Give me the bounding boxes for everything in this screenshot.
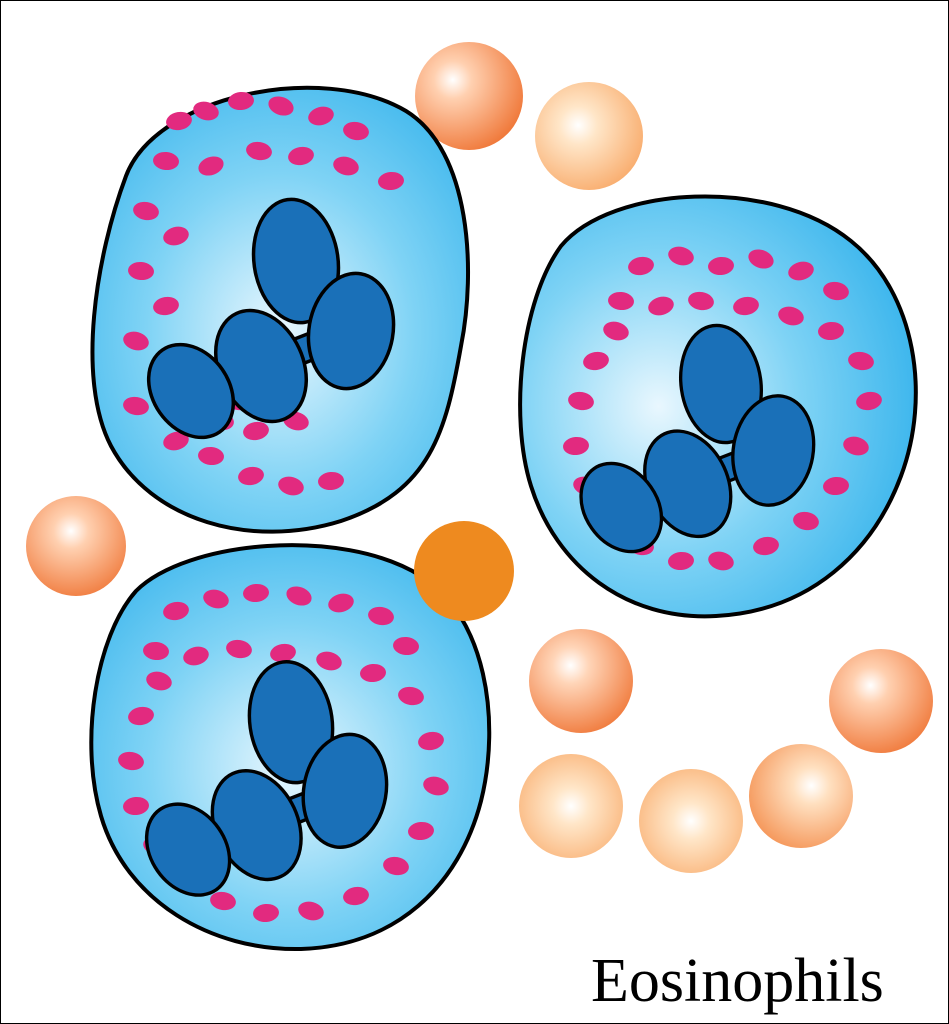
free-sphere	[519, 754, 623, 858]
free-sphere	[535, 82, 643, 190]
diagram-frame: Eosinophils	[0, 0, 949, 1024]
cell-b	[520, 196, 916, 616]
diagram-title: Eosinophils	[591, 946, 884, 1017]
cell-a	[92, 88, 468, 532]
free-sphere	[829, 649, 933, 753]
free-sphere	[414, 521, 514, 621]
free-sphere	[529, 629, 633, 733]
free-sphere	[749, 744, 853, 848]
free-sphere	[639, 769, 743, 873]
eosinophils-diagram	[1, 1, 949, 1024]
free-sphere	[26, 496, 126, 596]
